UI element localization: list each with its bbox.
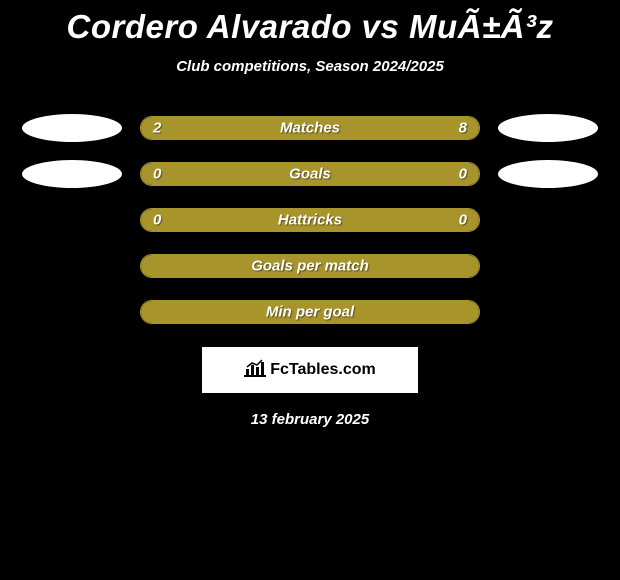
avatar-spacer <box>498 298 598 326</box>
avatar-spacer <box>498 252 598 280</box>
bar-fill-left <box>141 117 209 139</box>
stats-area: 2 8 Matches 0 0 Goals 0 0 Hattricks Goals per mat… <box>0 105 620 335</box>
brand-text: FcTables.com <box>270 361 376 379</box>
avatar-spacer <box>498 206 598 234</box>
bar-fill-right <box>209 117 479 139</box>
player-avatar-left <box>22 114 122 142</box>
player-avatar-left <box>22 160 122 188</box>
stat-label: Min per goal <box>266 304 354 321</box>
stat-bar: Goals per match <box>140 254 480 278</box>
stat-label: Goals per match <box>251 258 369 275</box>
stat-value-right: 0 <box>459 212 467 229</box>
stat-value-left: 0 <box>153 166 161 183</box>
stat-bar: 2 8 Matches <box>140 116 480 140</box>
avatar-spacer <box>22 298 122 326</box>
chart-icon <box>244 359 266 382</box>
stat-row: 0 0 Hattricks <box>0 197 620 243</box>
stat-label: Hattricks <box>278 212 342 229</box>
stat-bar: 0 0 Goals <box>140 162 480 186</box>
stat-row: 0 0 Goals <box>0 151 620 197</box>
stat-value-left: 0 <box>153 212 161 229</box>
stat-row: Goals per match <box>0 243 620 289</box>
avatar-spacer <box>22 252 122 280</box>
stat-value-left: 2 <box>153 120 161 137</box>
stat-value-right: 0 <box>459 166 467 183</box>
date-line: 13 february 2025 <box>0 411 620 428</box>
stat-row: Min per goal <box>0 289 620 335</box>
stat-value-right: 8 <box>459 120 467 137</box>
stat-bar: 0 0 Hattricks <box>140 208 480 232</box>
player-avatar-right <box>498 114 598 142</box>
page-subtitle: Club competitions, Season 2024/2025 <box>0 58 620 75</box>
page-title: Cordero Alvarado vs MuÃ±Ã³z <box>0 0 620 46</box>
stat-label: Matches <box>280 120 340 137</box>
stat-label: Goals <box>289 166 331 183</box>
player-avatar-right <box>498 160 598 188</box>
stat-bar: Min per goal <box>140 300 480 324</box>
avatar-spacer <box>22 206 122 234</box>
stat-row: 2 8 Matches <box>0 105 620 151</box>
brand-box[interactable]: FcTables.com <box>202 347 418 393</box>
